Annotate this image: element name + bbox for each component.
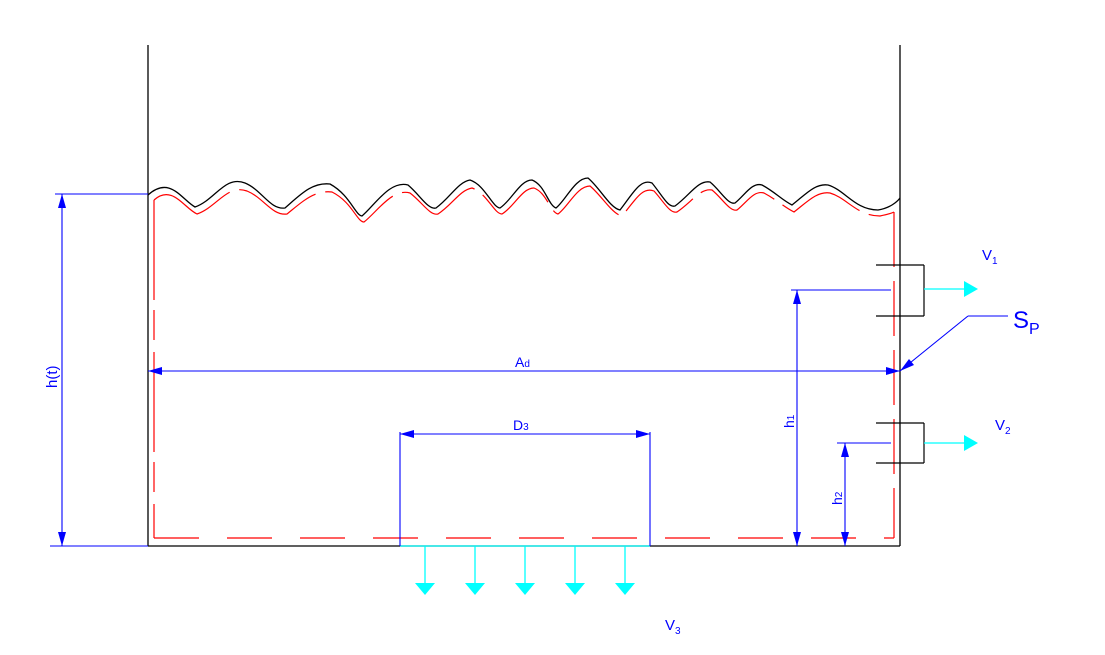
label-h2: h2 [829, 491, 845, 505]
flow-arrow-v1 [924, 281, 978, 297]
flow-arrow-v2 [924, 435, 978, 451]
flow-arrows-v3 [400, 545, 650, 595]
tank-liner [153, 185, 895, 539]
label-ht: h(t) [44, 365, 61, 388]
label-sp: SP [1013, 307, 1040, 338]
label-h1: h1 [781, 414, 797, 428]
label-ad: Ad [515, 354, 530, 370]
label-v1: V1 [982, 247, 998, 267]
label-d3: D3 [513, 417, 529, 433]
label-v2: V2 [995, 417, 1011, 437]
liquid-surface [147, 177, 901, 217]
dimension-lines [50, 193, 1008, 547]
liner-surface [153, 185, 895, 223]
tank-outline [147, 45, 901, 547]
label-v3: V3 [665, 617, 681, 637]
outlet-nozzle-1 [876, 264, 925, 317]
